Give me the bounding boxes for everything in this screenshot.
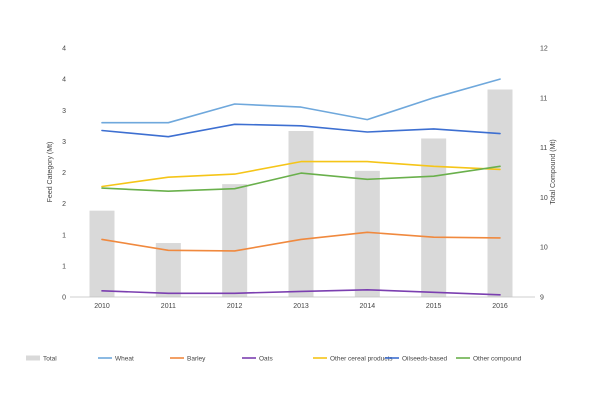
left-tick-label: 2 [62,170,66,177]
legend: Total Wheat Barley Oats Other cereal product… [26,355,522,362]
right-tick-label: 10 [540,195,548,202]
x-tick-label: 2016 [492,303,508,310]
legend-item: Wheat [98,355,134,362]
left-tick-label: 0 [62,295,66,302]
legend-label: Wheat [115,355,134,362]
total-bar [222,184,248,297]
right-tick-label: 9 [540,295,544,302]
x-tick-label: 2015 [426,303,442,310]
series-line-oats [101,288,501,296]
legend-item: Oats [242,355,273,362]
right-axis-title: Total Compound (Mt) [550,139,557,204]
lines-layer [101,78,501,296]
series-line-barley [101,231,501,252]
series-line-other-cereal-products [101,160,501,188]
total-bar [487,89,513,297]
total-bar [155,243,181,297]
series-line-other-compound [101,165,501,192]
x-tick-label: 2011 [161,303,176,310]
left-tick-label: 4 [62,77,66,84]
series-line-oilseeds-based [101,123,501,138]
legend-label: Oats [259,355,273,362]
left-tick-label: 2 [62,201,66,208]
left-tick-label: 1 [62,263,66,270]
legend-label: Other compound [473,355,522,362]
bars-layer [89,89,513,297]
x-axis-ticks: 2010 2011 2012 2013 2014 2015 2016 [94,303,508,310]
total-bar [421,138,447,297]
right-tick-label: 11 [540,145,547,152]
x-tick-label: 2012 [227,303,243,310]
left-tick-label: 4 [62,46,66,53]
right-tick-label: 11 [540,95,547,102]
left-axis-ticks: 0 1 1 2 2 3 3 4 4 [62,46,66,302]
left-tick-label: 3 [62,139,66,146]
left-tick-label: 3 [62,108,66,115]
right-axis-ticks: 9 10 10 11 11 12 [540,46,548,302]
x-tick-label: 2010 [94,303,110,310]
series-line-wheat [101,78,501,124]
total-bar [288,131,314,297]
legend-label: Barley [187,355,206,362]
legend-item: Oilseeds-based [385,355,448,362]
legend-label: Other cereal products [330,355,393,362]
x-tick-label: 2014 [360,303,376,310]
legend-item: Other compound [456,355,522,362]
legend-swatch [26,355,40,361]
left-tick-label: 1 [62,232,66,239]
legend-item: Barley [170,355,206,362]
legend-label: Total [43,355,57,362]
legend-item: Other cereal products [313,355,393,362]
legend-label: Oilseeds-based [402,355,448,362]
right-tick-label: 10 [540,245,548,252]
legend-item: Total [26,355,57,362]
left-axis-title: Feed Category (Mt) [47,142,54,203]
right-tick-label: 12 [540,46,548,53]
x-tick-label: 2013 [293,303,309,310]
total-bar [89,210,115,297]
